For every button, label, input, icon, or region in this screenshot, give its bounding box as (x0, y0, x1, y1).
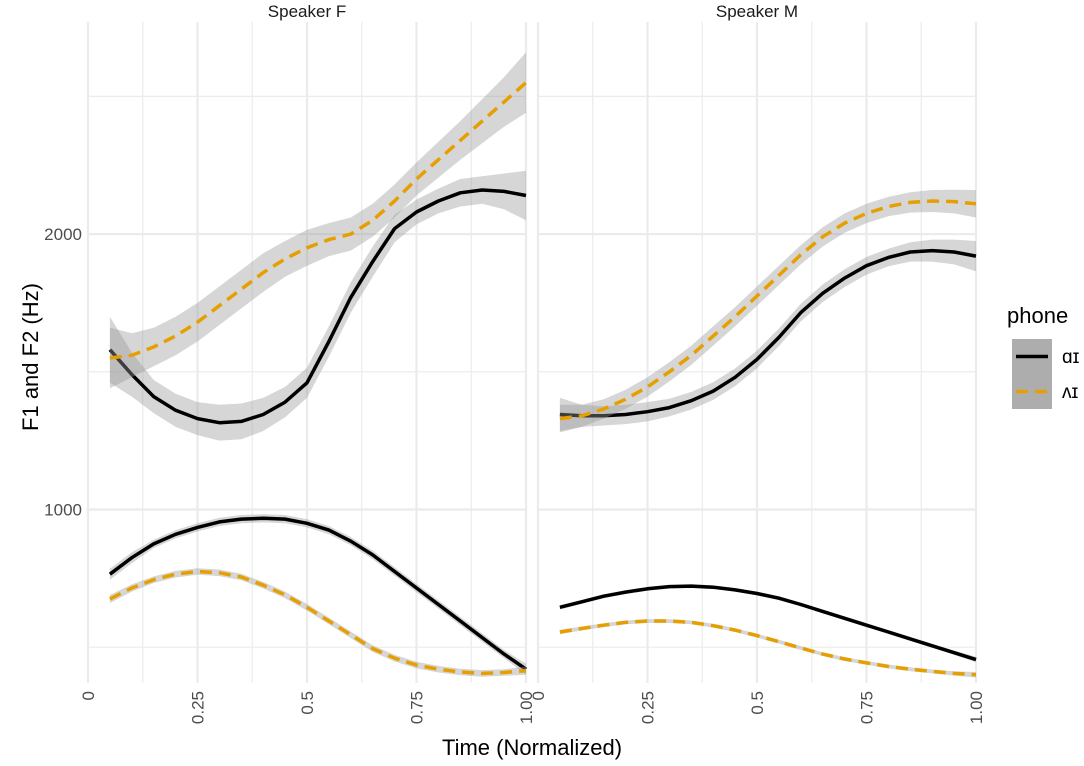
x-tick-label: 0 (79, 691, 98, 700)
y-tick-label: 1000 (44, 500, 82, 519)
y-tick-label: 2000 (44, 225, 82, 244)
series-line-vi-f1 (559, 619, 977, 677)
legend: phone ɑɪ ʌɪ (1007, 303, 1080, 409)
x-axis-title: Time (Normalized) (442, 735, 622, 760)
series-line-ai-f2 (559, 248, 977, 418)
ribbon-ai-f1 (109, 514, 527, 675)
legend-label: ʌɪ (1062, 382, 1079, 403)
ribbon-vi-f2 (559, 189, 976, 433)
series-line-ai-f1 (559, 584, 977, 662)
x-tick-label: 1.00 (967, 691, 986, 724)
panel-speaker-m: Speaker M 0 0.25 0.5 0.75 1.00 (529, 2, 986, 724)
series-line-ai-f1 (108, 516, 527, 671)
x-tick-label: 0.75 (858, 691, 877, 724)
x-tick-label: 0.5 (748, 691, 767, 715)
panel-strip-label: Speaker F (268, 2, 346, 21)
series-line-ai-f2 (108, 188, 527, 425)
x-tick-label: 0.25 (189, 691, 208, 724)
ribbon-ai-f2 (109, 170, 527, 441)
panel-strip-label: Speaker M (716, 2, 798, 21)
x-tick-label: 0 (529, 691, 548, 700)
series-line-vi-f2 (559, 199, 977, 421)
x-tick-label: 0.75 (408, 691, 427, 724)
panel-speaker-f: Speaker F 1000 2000 0 0.25 0.5 0.75 1.00 (44, 2, 536, 724)
ribbon-vi-f2 (109, 52, 527, 389)
x-tick-label: 1.00 (517, 691, 536, 724)
legend-entries: ɑɪ ʌɪ (1012, 339, 1080, 409)
legend-title: phone (1007, 303, 1068, 328)
x-tick-label: 0.25 (639, 691, 658, 724)
legend-entry-vi: ʌɪ (1012, 374, 1079, 409)
legend-entry-ai: ɑɪ (1012, 339, 1080, 374)
y-axis-title: F1 and F2 (Hz) (18, 283, 43, 431)
legend-label: ɑɪ (1062, 347, 1080, 368)
ribbon-vi-f1 (559, 619, 976, 678)
ribbon-ai-f2 (559, 239, 976, 431)
x-tick-label: 0.5 (298, 691, 317, 715)
